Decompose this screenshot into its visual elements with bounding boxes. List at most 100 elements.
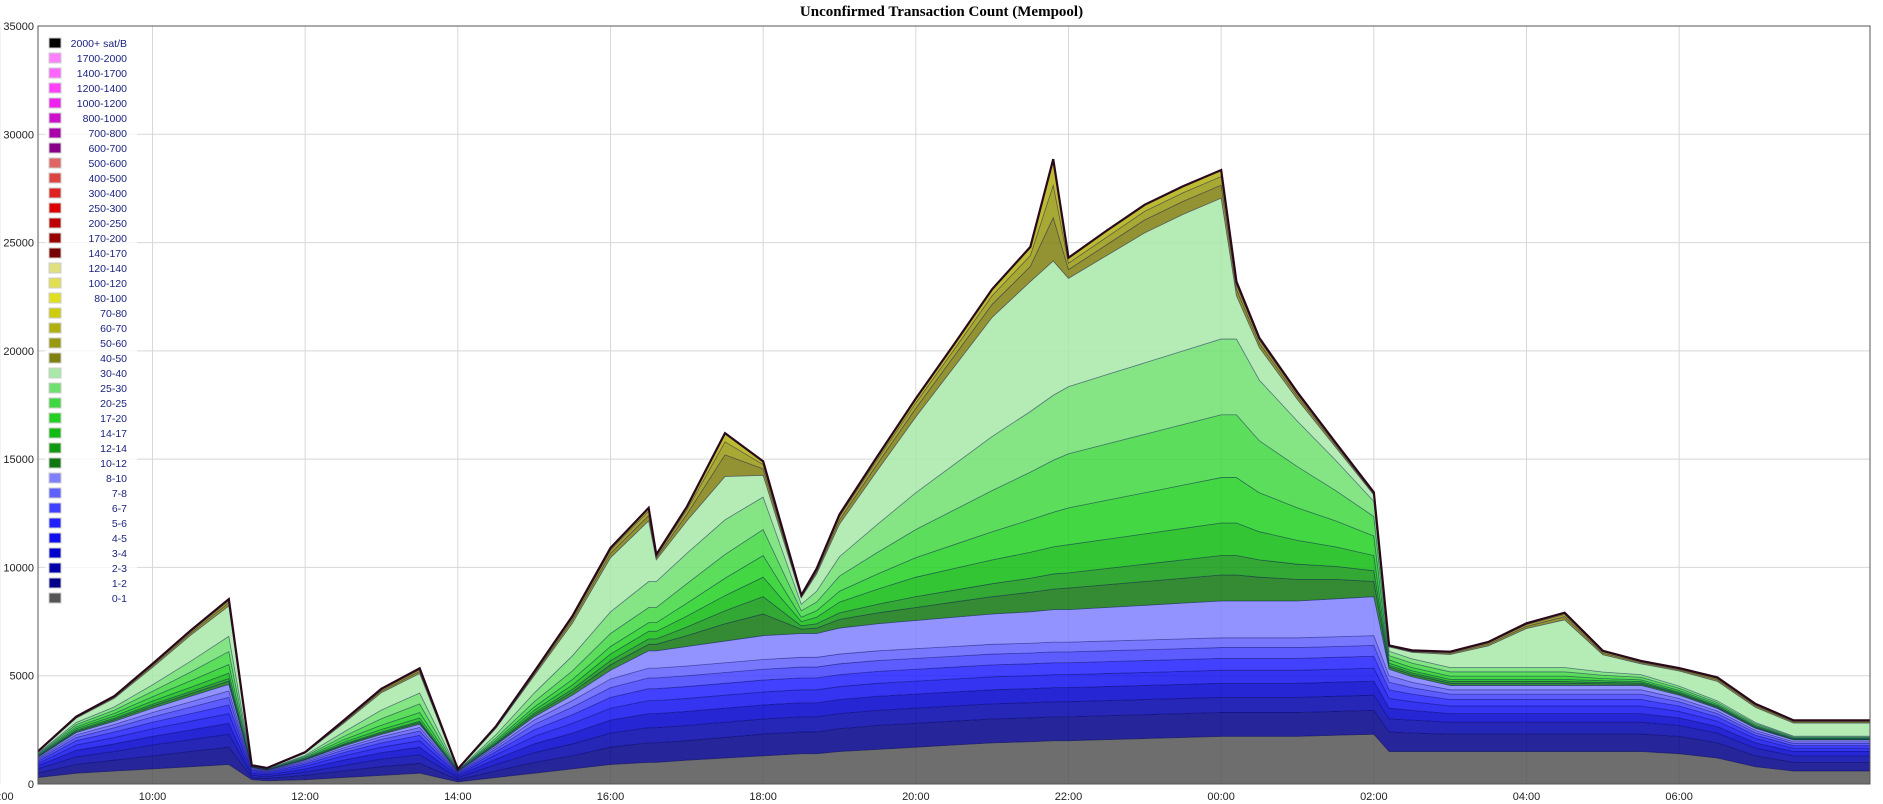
legend-swatch xyxy=(48,442,62,454)
legend-swatch xyxy=(48,517,62,529)
y-tick-label: 30000 xyxy=(3,129,34,141)
legend-label: 400-500 xyxy=(88,173,127,185)
legend-label: 10-12 xyxy=(100,458,127,470)
x-tick-label: 16:00 xyxy=(597,791,625,803)
legend-label: 30-40 xyxy=(100,368,127,380)
legend-swatch xyxy=(48,217,62,229)
legend-swatch xyxy=(48,277,62,289)
legend-label: 60-70 xyxy=(100,323,127,335)
legend-swatch xyxy=(48,487,62,499)
x-tick-label: 00:00 xyxy=(1207,791,1235,803)
legend-swatch xyxy=(48,82,62,94)
y-axis-ticks: 0 5000 10000 15000 20000 25000 30000 35000 xyxy=(3,21,34,791)
legend-swatch xyxy=(48,592,62,604)
legend-label: 25-30 xyxy=(100,383,127,395)
legend-swatch xyxy=(48,577,62,589)
legend-label: 200-250 xyxy=(88,218,127,230)
x-tick-label: 06:00 xyxy=(1665,791,1693,803)
legend-swatch xyxy=(48,67,62,79)
legend-label: 250-300 xyxy=(88,203,127,215)
y-tick-label: 20000 xyxy=(3,346,34,358)
chart-title: Unconfirmed Transaction Count (Mempool) xyxy=(799,4,1084,20)
y-tick-label: 5000 xyxy=(10,671,34,683)
legend-label: 4-5 xyxy=(112,533,127,545)
legend-swatch xyxy=(48,337,62,349)
y-tick-label: 25000 xyxy=(3,238,34,250)
legend-swatch xyxy=(48,187,62,199)
x-tick-label: 14:00 xyxy=(444,791,472,803)
legend-swatch xyxy=(48,157,62,169)
legend-swatch xyxy=(48,472,62,484)
legend-label: 500-600 xyxy=(88,158,127,170)
legend-swatch xyxy=(48,247,62,259)
legend-swatch xyxy=(48,52,62,64)
legend-label: 100-120 xyxy=(88,278,127,290)
x-tick-label: 02:00 xyxy=(1360,791,1388,803)
legend-label: 17-20 xyxy=(100,413,127,425)
x-tick-label: 08:00 xyxy=(0,791,14,803)
legend-swatch xyxy=(48,352,62,364)
legend-label: 1000-1200 xyxy=(77,98,127,110)
legend-label: 1700-2000 xyxy=(77,53,127,65)
legend-label: 300-400 xyxy=(88,188,127,200)
x-tick-label: 12:00 xyxy=(291,791,319,803)
legend-label: 170-200 xyxy=(88,233,127,245)
legend-swatch xyxy=(48,427,62,439)
legend-label: 600-700 xyxy=(88,143,127,155)
legend-label: 2-3 xyxy=(112,563,127,575)
legend-swatch xyxy=(48,292,62,304)
legend-swatch xyxy=(48,562,62,574)
x-tick-label: 10:00 xyxy=(139,791,167,803)
legend-swatch xyxy=(48,502,62,514)
x-tick-label: 18:00 xyxy=(749,791,777,803)
legend-swatch xyxy=(48,202,62,214)
legend-label: 120-140 xyxy=(88,263,127,275)
legend-label: 140-170 xyxy=(88,248,127,260)
legend-label: 7-8 xyxy=(112,488,127,500)
legend-label: 8-10 xyxy=(106,473,127,485)
series-areas xyxy=(37,159,1871,785)
legend-swatch xyxy=(48,457,62,469)
legend-label: 1200-1400 xyxy=(77,83,127,95)
legend-swatch xyxy=(48,142,62,154)
legend-label: 3-4 xyxy=(112,548,127,560)
legend-swatch xyxy=(48,412,62,424)
x-tick-label: 20:00 xyxy=(902,791,930,803)
legend-swatch xyxy=(48,127,62,139)
legend-swatch xyxy=(48,172,62,184)
plot-frame xyxy=(37,25,1871,785)
legend-label: 50-60 xyxy=(100,338,127,350)
legend-swatch xyxy=(48,262,62,274)
legend-label: 5-6 xyxy=(112,518,127,530)
legend-label: 2000+ sat/B xyxy=(71,38,127,50)
legend-swatch xyxy=(48,547,62,559)
legend-label: 700-800 xyxy=(88,128,127,140)
x-axis-ticks: 10:00 12:00 14:00 16:00 18:00 20:00 22:00 00:00… xyxy=(0,791,1693,803)
x-tick-label: 04:00 xyxy=(1513,791,1541,803)
legend-label: 80-100 xyxy=(94,293,127,305)
y-tick-label: 0 xyxy=(28,779,34,791)
legend-label: 40-50 xyxy=(100,353,127,365)
legend-swatch xyxy=(48,382,62,394)
legend-label: 12-14 xyxy=(100,443,127,455)
legend-label: 1400-1700 xyxy=(77,68,127,80)
y-tick-label: 10000 xyxy=(3,562,34,574)
y-tick-label: 15000 xyxy=(3,454,34,466)
y-tick-label: 35000 xyxy=(3,21,34,33)
x-tick-label: 22:00 xyxy=(1055,791,1083,803)
legend-label: 800-1000 xyxy=(83,113,128,125)
legend-swatch xyxy=(48,322,62,334)
legend-swatch xyxy=(48,307,62,319)
legend-swatch xyxy=(48,232,62,244)
legend-label: 20-25 xyxy=(100,398,127,410)
legend-label: 1-2 xyxy=(112,578,127,590)
legend-swatch xyxy=(48,532,62,544)
legend-swatch xyxy=(48,367,62,379)
legend-swatch xyxy=(48,112,62,124)
legend-label: 14-17 xyxy=(100,428,127,440)
total-outline xyxy=(37,158,1870,772)
legend-label: 6-7 xyxy=(112,503,127,515)
legend: 2000+ sat/B 1700-2000 1400-1700 1200-1400 10… xyxy=(45,34,137,608)
legend-swatch xyxy=(48,97,62,109)
